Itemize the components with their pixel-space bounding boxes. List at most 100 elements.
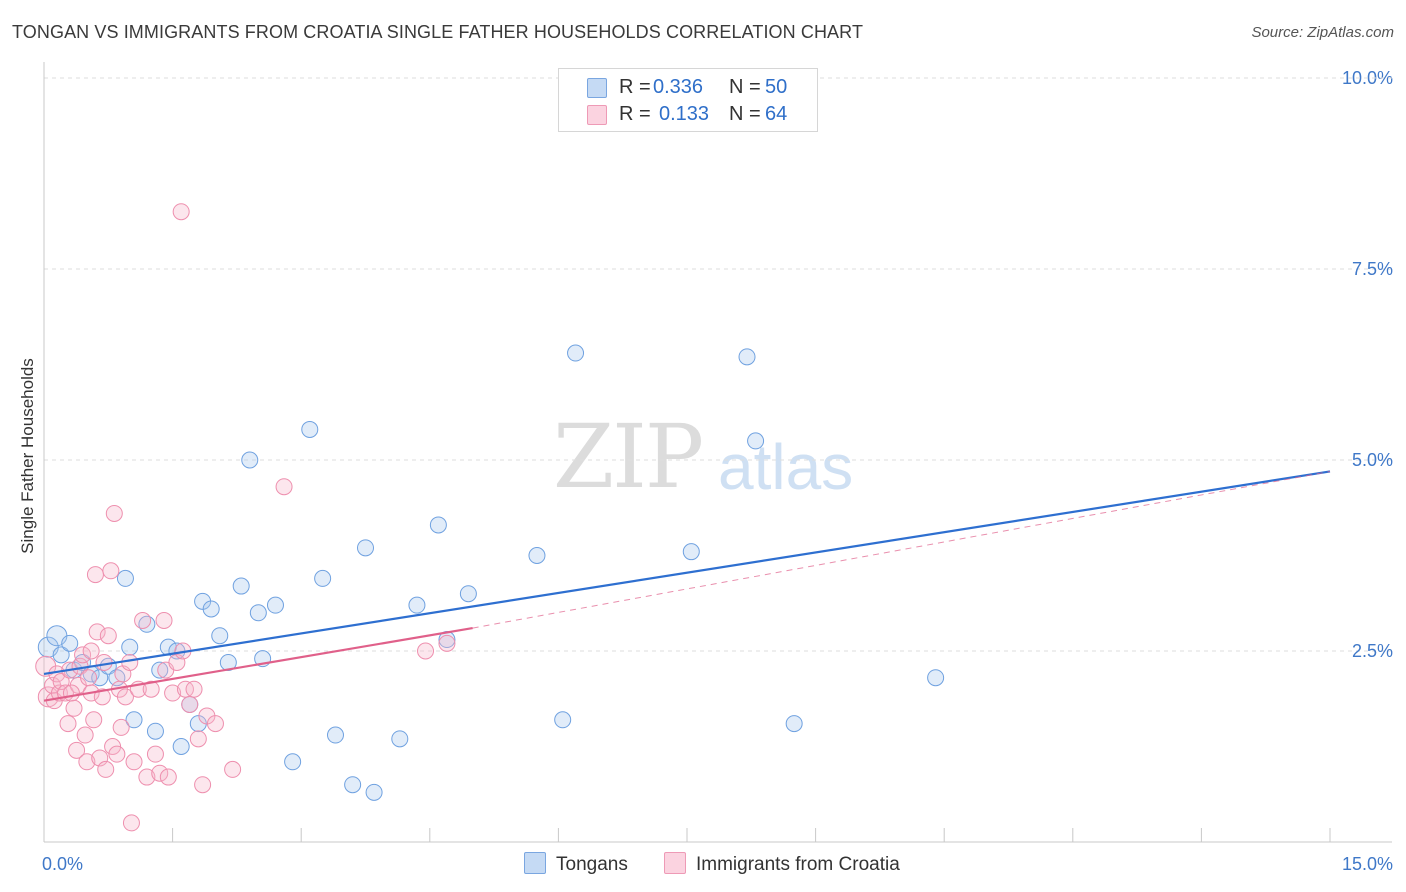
tongans-point (459, 585, 477, 603)
croatia-point (189, 730, 207, 748)
legend-row-croatia: R = 0.133 N = 64 (559, 101, 817, 127)
croatia-point (97, 760, 115, 778)
croatia-point (93, 688, 111, 706)
tongans-point (301, 420, 319, 438)
tongans-point (151, 661, 169, 679)
croatia-point (76, 726, 94, 744)
croatia-point (122, 814, 140, 832)
tongans-point (249, 604, 267, 622)
croatia-point (121, 653, 139, 671)
tongans-point (125, 711, 143, 729)
tongans-point (121, 638, 139, 656)
legend-n-value-croatia: 64 (765, 103, 788, 125)
chart-title: TONGAN VS IMMIGRANTS FROM CROATIA SINGLE… (12, 22, 864, 42)
croatia-point (116, 688, 134, 706)
tongans-point (567, 344, 585, 362)
croatia-point (52, 673, 70, 691)
bottom-legend-swatch-croatia (664, 852, 686, 874)
croatia-trendline (43, 626, 473, 702)
legend-n-label: N = (729, 76, 761, 98)
bottom-legend-swatch-tongans (524, 852, 546, 874)
tongans-point (146, 722, 164, 740)
tongans-point (241, 451, 259, 469)
croatia-point (134, 611, 152, 629)
y-axis-label: Single Father Households (18, 358, 37, 554)
tongans-point (202, 600, 220, 618)
watermark-zip: ZIP (553, 405, 704, 508)
legend-row-tongans: R = 0.336 N = 50 (559, 74, 817, 100)
watermark-atlas: atlas (718, 431, 854, 503)
croatia-point (206, 715, 224, 733)
source-label: Source: ZipAtlas.com (1251, 24, 1394, 41)
croatia-point (164, 684, 182, 702)
tongans-point (52, 646, 70, 664)
croatia-point (142, 680, 160, 698)
tongans-point (326, 726, 344, 744)
legend-r-label: R = (619, 76, 651, 98)
y-tick-label: 7.5% (1352, 259, 1393, 279)
tongans-point (528, 547, 546, 564)
croatia-point (62, 684, 80, 702)
croatia-point (59, 715, 77, 733)
croatia-point (112, 718, 130, 736)
croatia-point (125, 753, 143, 771)
croatia-point (438, 634, 456, 652)
bottom-legend-croatia: Immigrants from Croatia (664, 852, 900, 876)
croatia-point (74, 646, 92, 664)
croatia-point (86, 566, 104, 584)
tongans-point (61, 634, 79, 652)
tongans-point (284, 753, 302, 771)
legend-r-label: R = (619, 103, 651, 125)
tongans-point (785, 715, 803, 733)
croatia-point (99, 627, 117, 645)
croatia-point (151, 764, 169, 782)
croatia-point (194, 776, 212, 794)
tongans-trendline (43, 470, 1331, 676)
y-tick-label: 5.0% (1352, 450, 1393, 470)
croatia-point (88, 623, 106, 641)
croatia-point (155, 611, 173, 629)
tongans-point (429, 516, 447, 534)
tongans-point (408, 596, 426, 614)
croatia-point (138, 768, 156, 786)
croatia-point (80, 669, 98, 687)
legend-n-label: N = (729, 103, 761, 125)
croatia-point (224, 760, 242, 778)
tongans-point (211, 627, 229, 645)
tongans-point (554, 711, 572, 729)
croatia-point (181, 695, 199, 713)
croatia-point (417, 642, 435, 660)
croatia-point (68, 741, 86, 759)
croatia-trendline-extension (472, 470, 1331, 629)
legend-swatch-tongans (587, 78, 607, 98)
croatia-point (108, 745, 126, 763)
croatia-point (185, 680, 203, 698)
tongans-point (682, 543, 700, 561)
tongans-point (391, 730, 409, 748)
legend-swatch-croatia (587, 105, 607, 125)
tongans-point (927, 669, 945, 687)
tongans-point (365, 783, 383, 801)
croatia-point (172, 203, 190, 221)
bottom-legend-label-croatia: Immigrants from Croatia (696, 854, 900, 875)
tongans-point (172, 738, 190, 755)
tongans-point (116, 569, 134, 587)
croatia-point (82, 642, 100, 660)
croatia-point (85, 711, 103, 729)
tongans-point (357, 539, 374, 557)
y-tick-label: 2.5% (1352, 641, 1393, 661)
tongans-point (344, 776, 362, 794)
croatia-point (159, 768, 177, 786)
x-tick-label: 15.0% (1342, 854, 1393, 874)
correlation-legend: R = 0.336 N = 50 R = 0.133 N = 64 (558, 68, 818, 132)
bottom-legend-label-tongans: Tongans (556, 854, 628, 875)
bottom-legend-tongans: Tongans (524, 852, 628, 876)
tongans-point (747, 432, 765, 450)
croatia-point (146, 745, 164, 763)
croatia-point (105, 504, 123, 522)
legend-n-value-tongans: 50 (765, 76, 788, 98)
legend-r-value-croatia: 0.133 (659, 103, 710, 125)
x-tick-label: 0.0% (42, 854, 83, 874)
croatia-point (78, 753, 96, 771)
